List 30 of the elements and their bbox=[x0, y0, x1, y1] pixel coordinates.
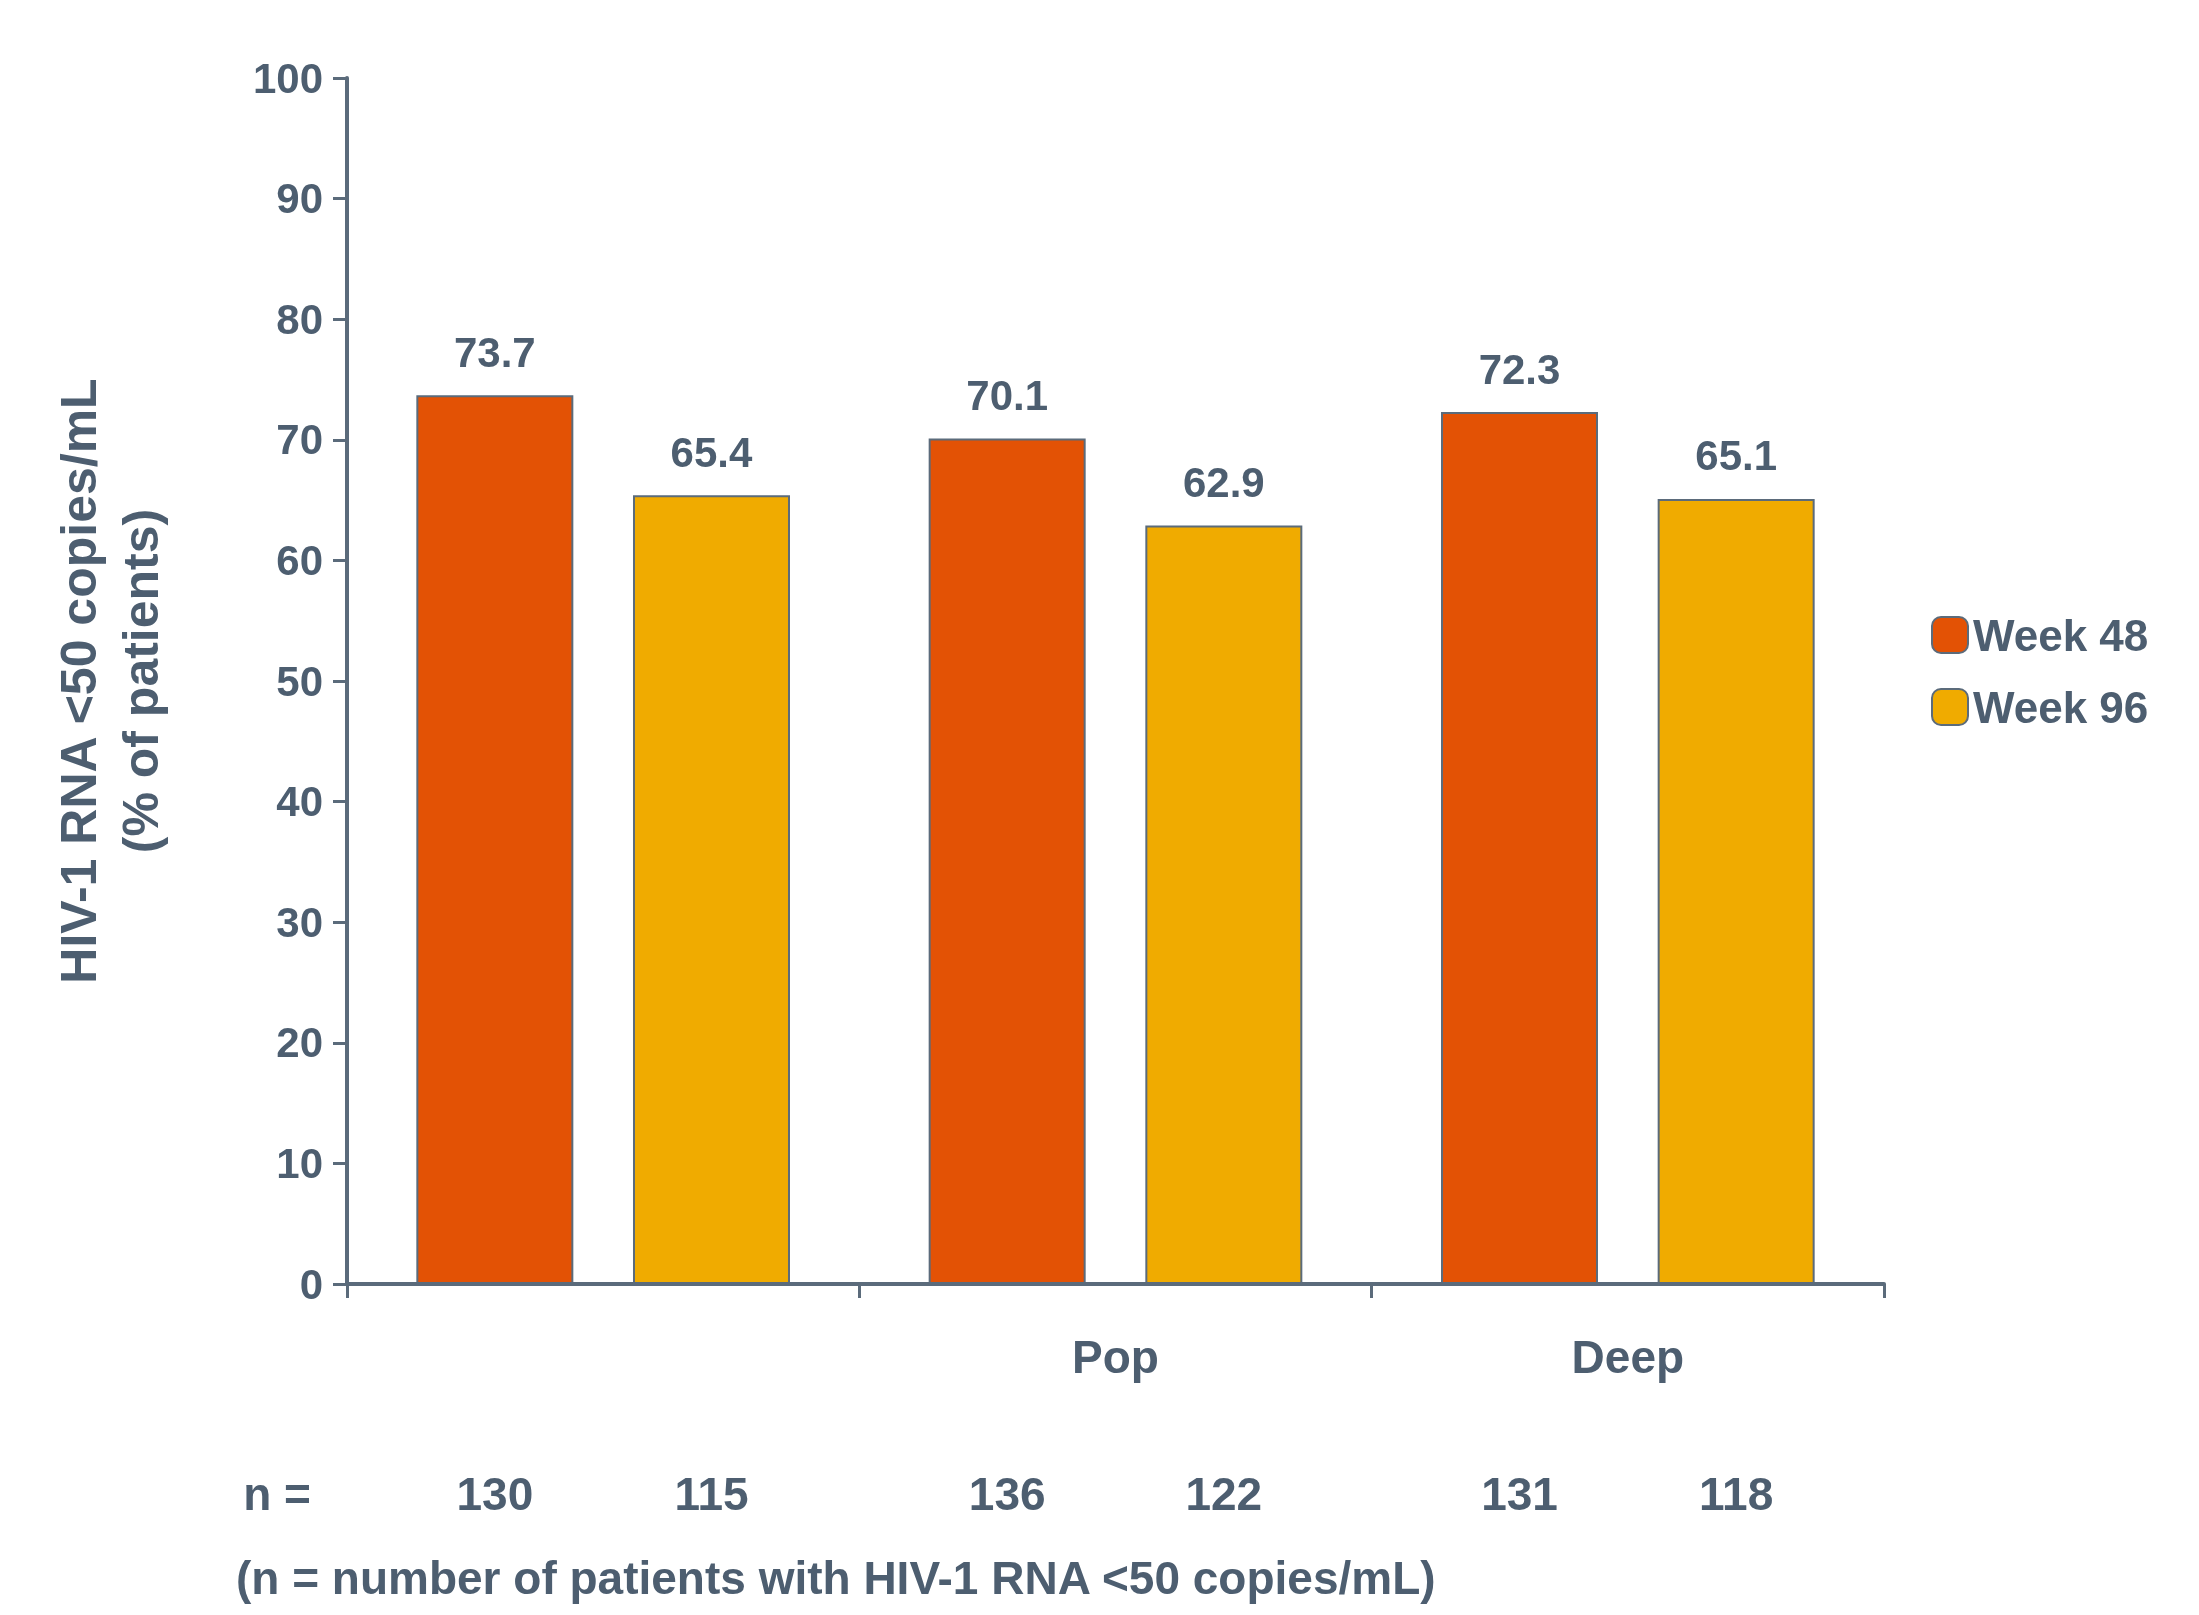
y-tick-label: 40 bbox=[276, 778, 323, 826]
data-label: 65.4 bbox=[670, 428, 754, 476]
text: (n = number of patients with HIV-1 RNA <50 copies/mL) bbox=[236, 1552, 1436, 1604]
y-tick-label: 0 bbox=[299, 1260, 323, 1308]
legend-label: Week 48 bbox=[1973, 610, 2149, 660]
legend-label: Week 96 bbox=[1973, 682, 2149, 732]
y-tick-label: 70 bbox=[276, 416, 323, 464]
x-tick-label: Deep bbox=[1571, 1331, 1685, 1383]
text: 118 bbox=[1699, 1468, 1774, 1520]
text: 122 bbox=[1185, 1468, 1263, 1520]
data-label: 72.3 bbox=[1478, 345, 1561, 393]
y-tick-label: 10 bbox=[276, 1139, 323, 1187]
y-axis-title: HIV-1 RNA <50 copies/mL (% of patients) bbox=[51, 378, 169, 984]
y-tick-label: 20 bbox=[276, 1019, 323, 1067]
y-tick-label: 100 bbox=[252, 54, 323, 102]
x-tick-label: Pop bbox=[1072, 1331, 1159, 1383]
text: 131 bbox=[1481, 1468, 1558, 1520]
data-label: 65.1 bbox=[1695, 432, 1778, 480]
y-tick-label: 90 bbox=[276, 175, 323, 223]
y-tick-label: 80 bbox=[276, 295, 323, 343]
text: n = bbox=[243, 1468, 311, 1520]
y-tick-label: 30 bbox=[276, 898, 323, 946]
y-tick-label: 60 bbox=[276, 536, 323, 584]
data-label: 62.9 bbox=[1182, 458, 1265, 506]
data-label: 73.7 bbox=[453, 328, 536, 376]
data-label: 70.1 bbox=[966, 372, 1049, 420]
text: 130 bbox=[456, 1468, 534, 1520]
text: 115 bbox=[674, 1468, 749, 1520]
text: 136 bbox=[968, 1468, 1046, 1520]
y-tick-label: 50 bbox=[276, 657, 323, 705]
